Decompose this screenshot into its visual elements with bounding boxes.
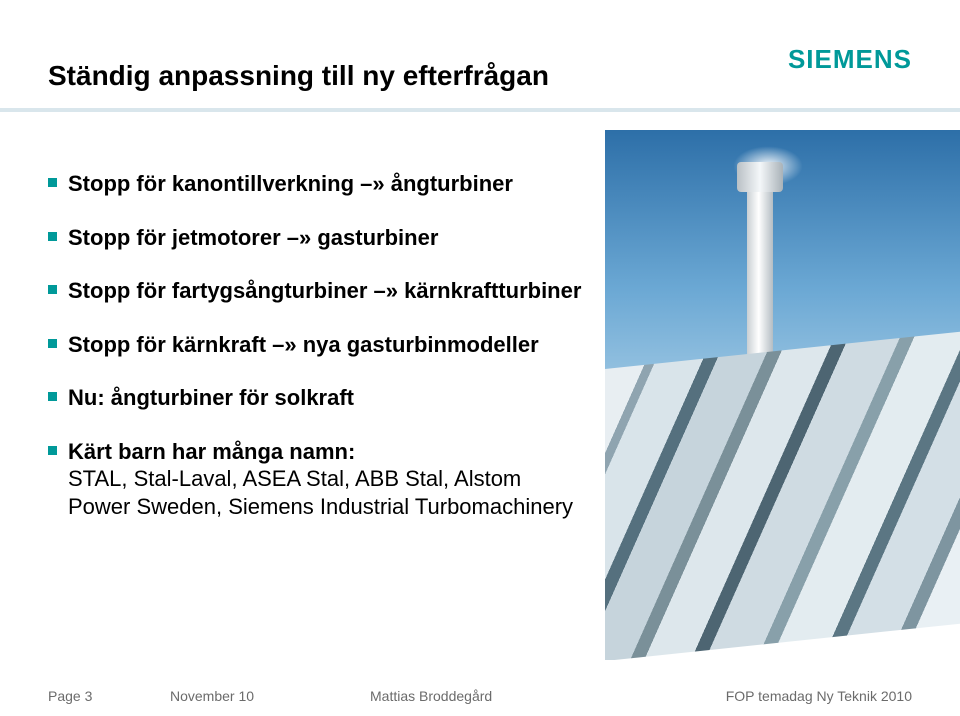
footer-author: Mattias Broddegård bbox=[370, 688, 492, 704]
image-tower-cap bbox=[737, 162, 783, 192]
bullet-item: Stopp för jetmotorer –» gasturbiner bbox=[48, 224, 588, 252]
slide-header: Ständig anpassning till ny efterfrågan S… bbox=[0, 0, 960, 140]
slide-footer: Page 3 November 10 Mattias Broddegård FO… bbox=[0, 676, 960, 716]
bullet-text: Kärt barn har många namn: bbox=[68, 439, 355, 464]
bullet-item: Stopp för kanontillverkning –» ångturbin… bbox=[48, 170, 588, 198]
solar-tower-image bbox=[605, 130, 960, 660]
presentation-slide: Ständig anpassning till ny efterfrågan S… bbox=[0, 0, 960, 716]
slide-title: Ständig anpassning till ny efterfrågan bbox=[48, 60, 549, 92]
footer-page-number: Page 3 bbox=[48, 688, 92, 704]
image-mirrors bbox=[605, 331, 960, 660]
siemens-logo: SIEMENS bbox=[788, 44, 912, 75]
bullet-item: Kärt barn har många namn: STAL, Stal-Lav… bbox=[48, 438, 588, 521]
bullet-text: Stopp för kärnkraft –» nya gasturbinmode… bbox=[68, 332, 539, 357]
bullet-text: Nu: ångturbiner för solkraft bbox=[68, 385, 354, 410]
bullet-text: Stopp för fartygsångturbiner –» kärnkraf… bbox=[68, 278, 581, 303]
bullet-text: Stopp för jetmotorer –» gasturbiner bbox=[68, 225, 438, 250]
bullet-list: Stopp för kanontillverkning –» ångturbin… bbox=[48, 170, 588, 546]
bullet-item: Stopp för kärnkraft –» nya gasturbinmode… bbox=[48, 331, 588, 359]
bullet-subtext: STAL, Stal-Laval, ASEA Stal, ABB Stal, A… bbox=[68, 465, 588, 520]
footer-event: FOP temadag Ny Teknik 2010 bbox=[726, 688, 912, 704]
header-divider bbox=[0, 108, 960, 112]
bullet-item: Nu: ångturbiner för solkraft bbox=[48, 384, 588, 412]
bullet-item: Stopp för fartygsångturbiner –» kärnkraf… bbox=[48, 277, 588, 305]
bullet-text: Stopp för kanontillverkning –» ångturbin… bbox=[68, 171, 513, 196]
footer-date: November 10 bbox=[170, 688, 254, 704]
